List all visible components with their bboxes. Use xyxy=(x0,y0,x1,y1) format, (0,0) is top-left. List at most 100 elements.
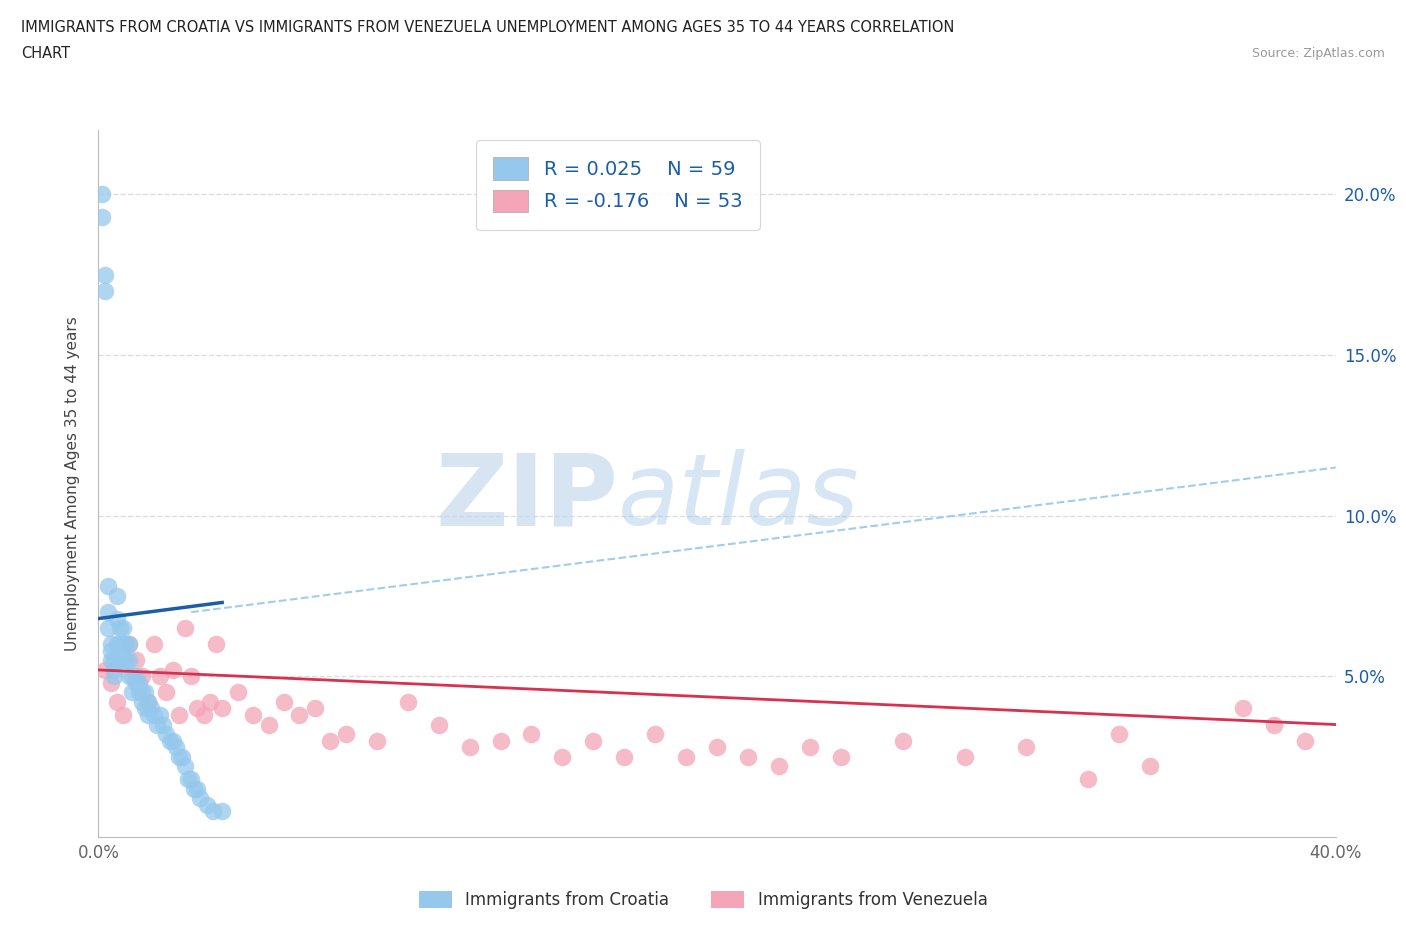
Point xyxy=(103,669,125,684)
Point xyxy=(100,644,122,658)
Point xyxy=(136,695,159,710)
Y-axis label: Unemployment Among Ages 35 to 44 years: Unemployment Among Ages 35 to 44 years xyxy=(65,316,80,651)
Point xyxy=(180,772,202,787)
Point xyxy=(953,750,976,764)
Point xyxy=(891,733,914,748)
Point xyxy=(613,750,636,764)
Point xyxy=(90,187,112,202)
Point xyxy=(90,209,112,224)
Point xyxy=(190,791,212,806)
Point xyxy=(136,695,159,710)
Point xyxy=(103,653,125,668)
Point xyxy=(121,669,143,684)
Point xyxy=(1232,701,1254,716)
Point xyxy=(768,759,790,774)
Point xyxy=(118,653,141,668)
Text: atlas: atlas xyxy=(619,449,859,546)
Point xyxy=(226,685,249,700)
Point xyxy=(108,620,131,635)
Point xyxy=(273,695,295,710)
Point xyxy=(427,717,450,732)
Point xyxy=(675,750,697,764)
Point xyxy=(1108,726,1130,741)
Point xyxy=(737,750,759,764)
Point xyxy=(108,653,131,668)
Point xyxy=(242,708,264,723)
Point xyxy=(124,669,146,684)
Point xyxy=(118,669,141,684)
Point xyxy=(335,726,357,741)
Point xyxy=(520,726,543,741)
Point xyxy=(131,685,153,700)
Point xyxy=(211,701,233,716)
Text: ZIP: ZIP xyxy=(436,449,619,546)
Point xyxy=(115,637,138,652)
Point xyxy=(112,653,135,668)
Point xyxy=(105,695,128,710)
Text: IMMIGRANTS FROM CROATIA VS IMMIGRANTS FROM VENEZUELA UNEMPLOYMENT AMONG AGES 35 : IMMIGRANTS FROM CROATIA VS IMMIGRANTS FR… xyxy=(21,20,955,35)
Point xyxy=(205,637,228,652)
Point xyxy=(366,733,388,748)
Point xyxy=(112,708,135,723)
Point xyxy=(149,669,172,684)
Text: CHART: CHART xyxy=(21,46,70,61)
Point xyxy=(105,637,128,652)
Point xyxy=(146,717,169,732)
Point xyxy=(118,637,141,652)
Point xyxy=(121,685,143,700)
Point xyxy=(830,750,852,764)
Point xyxy=(198,695,221,710)
Point xyxy=(582,733,605,748)
Point xyxy=(93,662,115,677)
Point xyxy=(134,685,156,700)
Point xyxy=(167,750,190,764)
Point xyxy=(128,675,150,690)
Point xyxy=(143,637,166,652)
Text: Source: ZipAtlas.com: Source: ZipAtlas.com xyxy=(1251,46,1385,60)
Point xyxy=(143,708,166,723)
Point xyxy=(644,726,666,741)
Point xyxy=(396,695,419,710)
Point xyxy=(195,797,218,812)
Point xyxy=(103,662,125,677)
Point xyxy=(167,708,190,723)
Point xyxy=(115,653,138,668)
Point xyxy=(165,739,187,754)
Point xyxy=(100,637,122,652)
Point xyxy=(489,733,512,748)
Point xyxy=(131,695,153,710)
Point xyxy=(155,685,177,700)
Point xyxy=(124,653,146,668)
Point xyxy=(180,669,202,684)
Point xyxy=(177,772,200,787)
Point xyxy=(118,637,141,652)
Point xyxy=(799,739,821,754)
Point xyxy=(1263,717,1285,732)
Point xyxy=(105,611,128,626)
Legend: Immigrants from Croatia, Immigrants from Venezuela: Immigrants from Croatia, Immigrants from… xyxy=(411,883,995,917)
Point xyxy=(458,739,481,754)
Point xyxy=(1015,739,1038,754)
Point xyxy=(170,750,193,764)
Point xyxy=(155,726,177,741)
Point xyxy=(97,620,120,635)
Point xyxy=(93,267,115,282)
Point xyxy=(193,708,215,723)
Legend: R = 0.025    N = 59, R = -0.176    N = 53: R = 0.025 N = 59, R = -0.176 N = 53 xyxy=(477,140,761,230)
Point xyxy=(319,733,342,748)
Point xyxy=(100,675,122,690)
Point xyxy=(159,733,181,748)
Point xyxy=(152,717,174,732)
Point xyxy=(100,653,122,668)
Point xyxy=(201,804,224,818)
Point xyxy=(131,669,153,684)
Point xyxy=(162,733,184,748)
Point xyxy=(186,781,208,796)
Point xyxy=(97,604,120,619)
Point xyxy=(105,589,128,604)
Point xyxy=(149,708,172,723)
Point xyxy=(134,701,156,716)
Point xyxy=(93,284,115,299)
Point xyxy=(288,708,311,723)
Point xyxy=(1294,733,1316,748)
